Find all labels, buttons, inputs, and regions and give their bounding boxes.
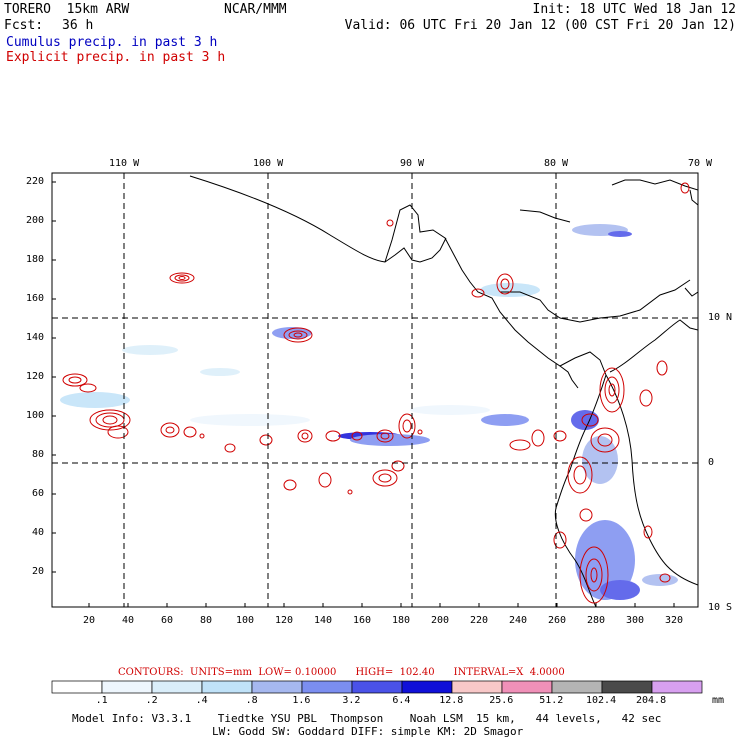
lat-label-10s: 10 S [708,602,733,613]
colorbar-swatch [101,680,153,694]
lon-label-70w: 70 W [688,158,713,169]
forecast-label: Fcst: [4,18,44,33]
x-tick-label: 280 [587,615,606,626]
colorbar-tick-label: 102.4 [586,695,617,706]
colorbar-swatch [451,680,503,694]
x-tick-label: 120 [275,615,294,626]
x-tick-label: 320 [665,615,684,626]
org-label: NCAR/MMM [224,2,287,17]
colorbar-swatch [151,680,203,694]
colorbar-tick-label: 204.8 [636,695,667,706]
colorbar-swatch [201,680,253,694]
colorbar-swatch [401,680,453,694]
y-tick-label: 20 [32,566,45,577]
x-tick-label: 180 [392,615,411,626]
model-info: Model Info: V3.3.1 Tiedtke YSU PBL Thomp… [72,712,662,725]
x-tick-label: 300 [626,615,645,626]
valid-time: Valid: 06 UTC Fri 20 Jan 12 (00 CST Fri … [344,18,736,33]
colorbar-tick-label: 25.6 [489,695,514,706]
explicit-precip-layer [62,182,690,604]
x-tick-label: 240 [509,615,528,626]
colorbar-swatch [301,680,353,694]
colorbar-tick-label: 6.4 [392,695,411,706]
colorbar-swatch [351,680,403,694]
x-tick-label: 40 [122,615,135,626]
lat-label-10n: 10 N [708,312,733,323]
x-tick-label: 260 [548,615,567,626]
colorbar-swatch [501,680,553,694]
y-tick-label: 220 [26,176,45,187]
x-tick-label: 60 [161,615,174,626]
map-frame [51,172,699,608]
legend-explicit: Explicit precip. in past 3 h [6,50,226,65]
colorbar-swatch [251,680,303,694]
colorbar-swatch [601,680,653,694]
x-tick-label: 20 [83,615,96,626]
colorbar-tick-label: 12.8 [439,695,464,706]
x-tick-label: 200 [431,615,450,626]
model-title: TORERO 15km ARW [4,2,130,17]
x-tick-label: 140 [314,615,333,626]
colorbar-tick-label: .1 [95,695,108,706]
y-tick-label: 140 [26,332,45,343]
colorbar-tick-label: 1.6 [292,695,311,706]
x-tick-label: 220 [470,615,489,626]
colorbar-tick-label: .4 [195,695,208,706]
y-tick-label: 180 [26,254,45,265]
colorbar-tick-label: .2 [145,695,158,706]
colorbar-swatch [651,680,703,694]
y-tick-label: 80 [32,449,45,460]
y-tick-label: 160 [26,293,45,304]
y-tick-label: 60 [32,488,45,499]
colorbar-swatch [51,680,103,694]
lon-label-80w: 80 W [544,158,569,169]
y-tick-label: 200 [26,215,45,226]
graticule [52,173,698,607]
y-tick-label: 40 [32,527,45,538]
coastlines [189,175,698,607]
lat-label-0: 0 [708,457,715,468]
lon-label-100w: 100 W [253,158,284,169]
lon-label-110w: 110 W [109,158,140,169]
lon-label-90w: 90 W [400,158,425,169]
y-tick-label: 100 [26,410,45,421]
x-tick-label: 100 [236,615,255,626]
colorbar-unit: mm [712,695,725,706]
axis-ticks [52,181,675,607]
cumulus-precip-layer [60,224,678,600]
colorbar-swatch [551,680,603,694]
y-tick-label: 120 [26,371,45,382]
x-tick-label: 160 [353,615,372,626]
colorbar-tick-label: .8 [245,695,258,706]
x-tick-label: 80 [200,615,213,626]
forecast-hour: 36 h [62,18,94,33]
colorbar-tick-label: 3.2 [342,695,361,706]
physics-info: LW: Godd SW: Goddard DIFF: simple KM: 2D… [212,725,524,738]
colorbar-tick-label: 51.2 [539,695,564,706]
contours-info: CONTOURS: UNITS=mm LOW= 0.10000 HIGH= 10… [118,667,565,678]
init-time: Init: 18 UTC Wed 18 Jan 12 [532,2,737,17]
legend-cumulus: Cumulus precip. in past 3 h [6,35,218,50]
